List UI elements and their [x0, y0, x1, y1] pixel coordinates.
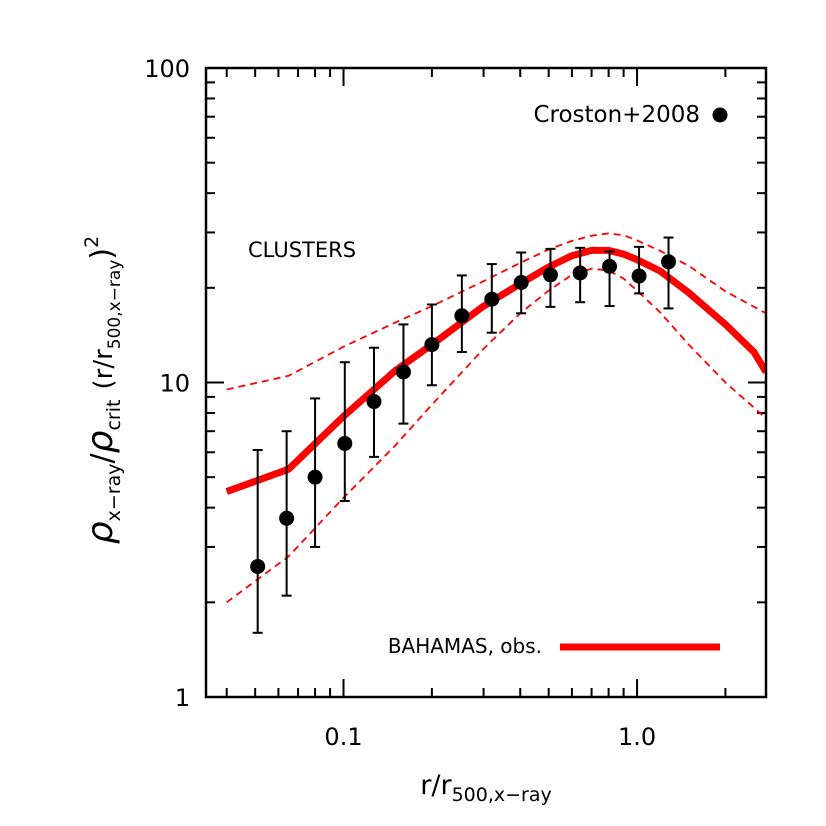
bahamas-scatter-band-line-3 — [226, 267, 766, 604]
x-tick-labels: 0.1 1.0 — [324, 723, 656, 751]
plot-area — [225, 232, 766, 634]
croston-data-point — [454, 308, 470, 324]
croston-data-point — [542, 267, 558, 283]
croston-data-point — [366, 394, 382, 410]
y-tick-label: 1 — [175, 684, 190, 712]
legend-label-croston: Croston+2008 — [533, 102, 700, 128]
croston-data-point — [279, 510, 295, 526]
y-tick-label: 100 — [144, 55, 190, 83]
croston-data-point — [602, 258, 618, 274]
croston-data-point — [424, 337, 440, 353]
x-tick-label: 1.0 — [618, 723, 656, 751]
croston-data-point — [395, 364, 411, 380]
croston-data-point — [572, 265, 588, 281]
y-axis-label: ρx−ray/ρcrit(r/r500,x−ray)2 — [80, 236, 125, 544]
legend-marker-croston — [712, 107, 728, 123]
croston-data-point — [307, 469, 323, 485]
axis-ticks — [206, 68, 766, 698]
series-group — [225, 232, 766, 634]
annotation-clusters: CLUSTERS — [248, 238, 356, 262]
croston-data-point — [661, 254, 677, 270]
croston-data-point — [337, 435, 353, 451]
croston-data-point — [484, 291, 500, 307]
croston-data-point — [631, 268, 647, 284]
croston-data-point — [513, 274, 529, 290]
x-tick-label: 0.1 — [324, 723, 362, 751]
y-tick-label: 10 — [159, 370, 190, 398]
croston-data-point — [250, 558, 266, 574]
x-axis-label: r/r500,x−ray — [420, 770, 551, 806]
plot-frame — [204, 66, 768, 699]
bahamas-median-line — [225, 246, 766, 495]
legend-label-bahamas: BAHAMAS, obs. — [388, 634, 542, 658]
y-tick-labels: 1 10 100 — [144, 55, 190, 712]
